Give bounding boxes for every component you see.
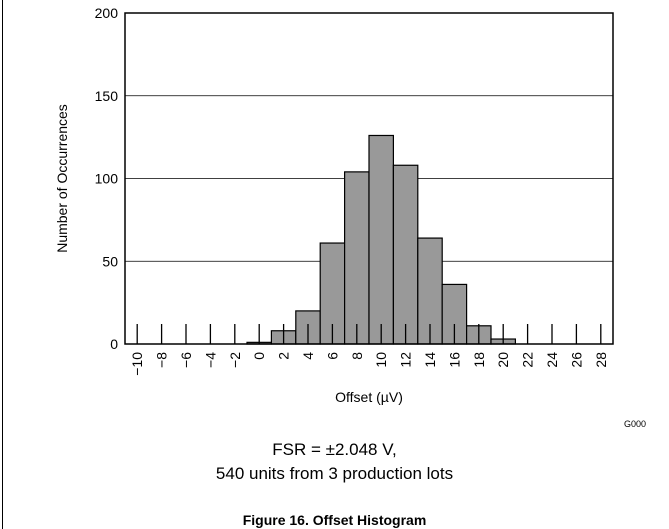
x-tick-label: 4 [300, 352, 316, 360]
x-tick-label: 24 [544, 352, 560, 368]
x-tick-label: −4 [202, 352, 218, 368]
x-tick-label: −2 [227, 352, 243, 368]
y-tick-label: 100 [95, 171, 119, 187]
y-tick-label: 50 [102, 253, 118, 269]
x-tick-label: 6 [324, 352, 340, 360]
x-tick-label: 14 [422, 352, 438, 368]
x-tick-label: 16 [446, 352, 462, 368]
x-tick-label: 8 [349, 352, 365, 360]
x-tick-label: −10 [129, 352, 145, 376]
x-tick-label: 20 [495, 352, 511, 368]
page-left-rule [2, 0, 3, 529]
caption-line-2: 540 units from 3 production lots [215, 464, 454, 483]
x-tick-label: −6 [178, 352, 194, 368]
y-tick-label: 150 [95, 88, 119, 104]
x-tick-label: 10 [373, 352, 389, 368]
x-tick-label: 18 [471, 352, 487, 368]
histogram-bar [392, 164, 419, 345]
caption-line-1: FSR = ±2.048 V, [272, 440, 397, 459]
x-tick-label: 2 [276, 352, 292, 360]
x-tick-label: 0 [251, 352, 267, 360]
y-tick-label: 0 [110, 336, 118, 352]
histogram-bar [344, 171, 370, 345]
x-tick-label: 26 [568, 352, 584, 368]
y-tick-label: 200 [95, 5, 119, 21]
figure-code: G000 [624, 419, 647, 429]
x-tick-label: −8 [154, 352, 170, 368]
x-tick-label: 22 [520, 352, 536, 368]
x-tick-label: 12 [398, 352, 414, 368]
figure-title: Figure 16. Offset Histogram [242, 512, 427, 528]
histogram-bar [368, 134, 394, 345]
x-tick-label: 28 [593, 352, 609, 368]
y-axis-label: Number of Occurrences [54, 104, 70, 253]
plot-frame [124, 12, 614, 345]
x-axis-label: Offset (µV) [335, 389, 403, 405]
